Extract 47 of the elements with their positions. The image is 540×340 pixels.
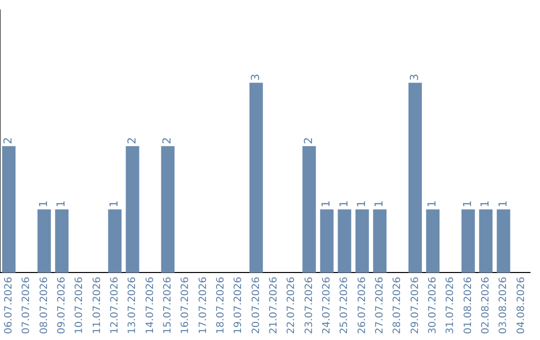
x-tick-label: 29.07.2026 <box>410 276 421 334</box>
x-tick-label: 21.07.2026 <box>268 276 280 334</box>
x-tick-label: 24.07.2026 <box>321 276 332 334</box>
data-label: 2 <box>160 137 174 144</box>
data-label: 1 <box>478 200 492 208</box>
x-tick-label: 12.07.2026 <box>109 276 120 334</box>
x-tick-label: 19.07.2026 <box>233 276 244 334</box>
x-tick-label: 23.07.2026 <box>304 276 315 334</box>
x-tick-label: 31.07.2026 <box>445 276 456 334</box>
x-tick-label: 07.07.2026 <box>21 276 32 334</box>
x-tick-label: 13.07.2026 <box>127 276 138 334</box>
data-label: 1 <box>372 200 386 208</box>
x-tick-label: 26.07.2026 <box>356 276 368 334</box>
data-label: 2 <box>125 137 138 144</box>
data-label: 2 <box>302 137 316 144</box>
data-label: 1 <box>37 200 50 208</box>
x-tick-label: 10.07.2026 <box>74 276 86 334</box>
x-tick-label: 25.07.2026 <box>339 276 350 334</box>
x-tick-label: 30.07.2026 <box>427 276 438 334</box>
data-label: 1 <box>54 200 68 208</box>
x-tick-label: 04.08.2026 <box>516 276 527 334</box>
x-tick-label: 22.07.2026 <box>286 276 298 334</box>
x-tick-label: 06.07.2026 <box>3 276 14 334</box>
data-label: 1 <box>426 200 439 208</box>
x-tick-label: 11.07.2026 <box>92 276 103 334</box>
data-label: 1 <box>355 200 368 208</box>
x-tick-label: 15.07.2026 <box>162 276 174 334</box>
x-tick-label: 17.07.2026 <box>198 276 209 334</box>
x-tick-label: 14.07.2026 <box>144 276 156 334</box>
data-label: 1 <box>496 200 510 208</box>
x-tick-label: 20.07.2026 <box>250 276 262 334</box>
x-tick-label: 09.07.2026 <box>56 276 68 334</box>
data-label: 1 <box>108 200 121 208</box>
x-tick-label: 27.07.2026 <box>374 276 386 334</box>
x-tick-label: 01.08.2026 <box>462 276 474 334</box>
data-label: 1 <box>320 200 333 208</box>
data-label: 2 <box>2 137 15 144</box>
x-tick-label: 03.08.2026 <box>498 276 510 334</box>
x-tick-label: 08.07.2026 <box>38 276 50 334</box>
data-label: 3 <box>249 74 262 81</box>
data-label: 3 <box>408 74 422 81</box>
x-tick-label: 18.07.2026 <box>215 276 226 334</box>
x-tick-label: 16.07.2026 <box>180 276 192 334</box>
x-tick-label: 28.07.2026 <box>392 276 404 334</box>
data-label: 1 <box>461 200 474 208</box>
data-label: 1 <box>337 200 350 208</box>
x-tick-label: 02.08.2026 <box>480 276 492 334</box>
